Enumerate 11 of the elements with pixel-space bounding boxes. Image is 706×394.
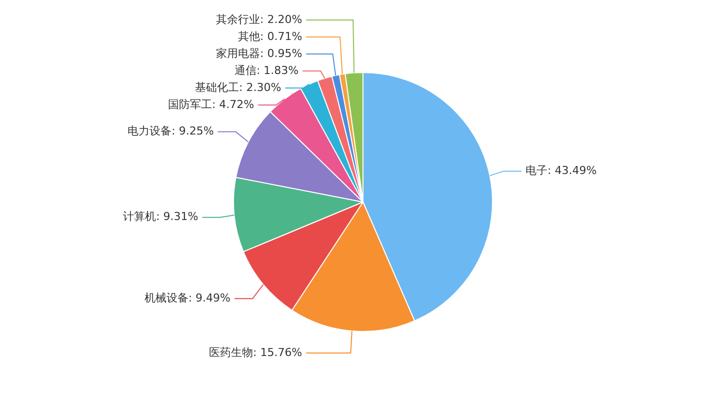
slice-label: 家用电器: 0.95% — [216, 46, 302, 60]
slice-label: 电子: 43.49% — [526, 164, 597, 178]
slice-label: 其余行业: 2.20% — [216, 12, 302, 26]
slice-label: 通信: 1.83% — [234, 64, 299, 77]
slice-label: 国防军工: 4.72% — [168, 98, 254, 111]
slice-label: 基础化工: 2.30% — [195, 80, 282, 94]
slice-label: 机械设备: 9.49% — [144, 292, 230, 305]
slice-label: 电力设备: 9.25% — [128, 124, 214, 138]
slice-label: 计算机: 9.31% — [123, 210, 198, 224]
slice-label: 医药生物: 15.76% — [208, 346, 302, 359]
slice-label: 其他: 0.71% — [238, 30, 302, 43]
